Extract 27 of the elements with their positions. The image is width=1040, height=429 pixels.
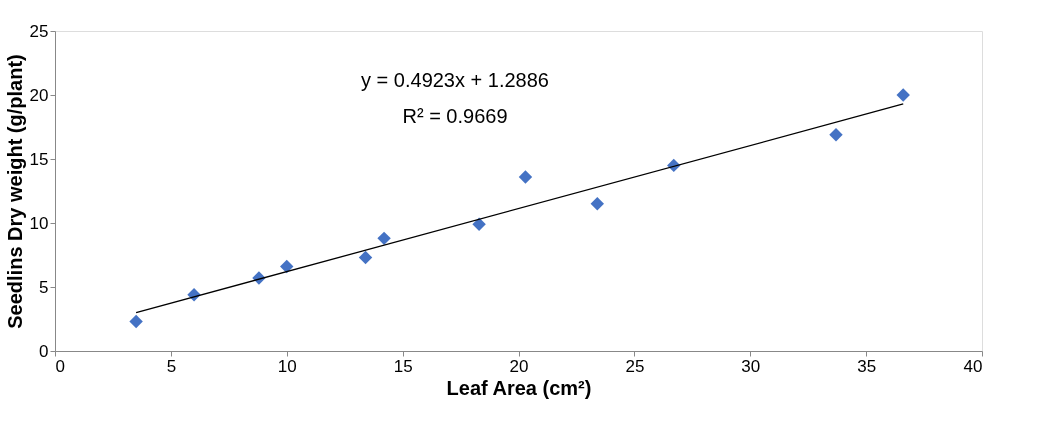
point [590,197,604,211]
annotation: R² = 0.9669 [402,105,508,127]
x-tick-label: 30 [741,356,761,376]
x-tick-label: 10 [277,356,297,376]
point [280,259,294,274]
x-axis-title: Leaf Area (cm²) [446,376,592,399]
x-tick-label: 15 [393,356,413,376]
point [377,231,391,246]
annotation: y = 0.4923x + 1.2886 [361,69,549,91]
x-tick-label: 25 [625,356,645,376]
y-axis-title: Seedlins Dry weight (g/plant) [3,54,26,329]
y-tick-label: 25 [29,21,49,41]
x-tick-label: 35 [857,356,877,376]
point [129,314,143,329]
point [896,88,910,102]
x-tick-label: 40 [963,356,983,376]
point [358,250,373,265]
point [829,127,843,142]
point [518,170,533,184]
y-tick-label: 5 [39,277,49,297]
y-tick-label: 10 [29,213,49,233]
y-tick-label: 0 [39,341,49,361]
y-tick-label: 20 [29,85,49,105]
x-tick-label: 0 [55,356,65,376]
x-tick-label: 5 [166,356,177,376]
x-tick-label: 20 [509,356,529,376]
y-tick-label: 15 [29,149,49,169]
